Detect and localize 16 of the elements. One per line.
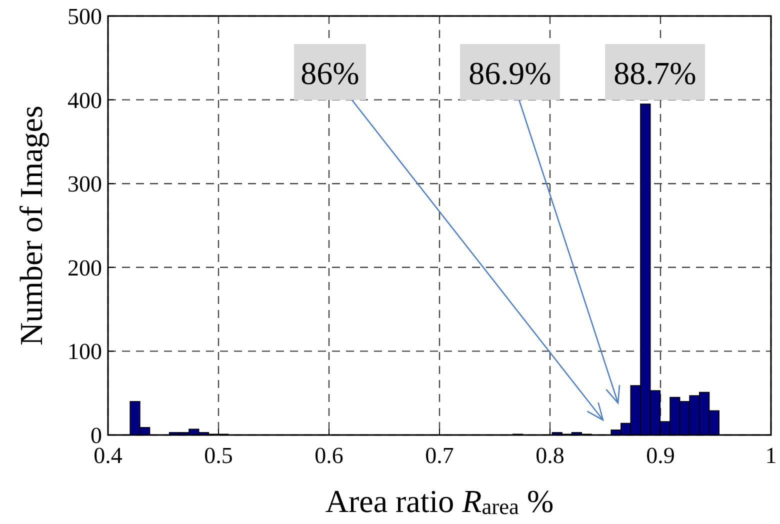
- y-tick-label: 200: [68, 255, 102, 280]
- y-tick-label: 400: [68, 88, 102, 113]
- x-tick-label: 0.7: [425, 443, 454, 468]
- annotation: 88.7%: [614, 55, 696, 91]
- x-tick-label: 0.5: [204, 443, 233, 468]
- x-axis-title: Area ratio R$_{area}$ %: [325, 483, 554, 520]
- annotation: 86.9%: [468, 55, 552, 91]
- y-tick-label: 100: [68, 339, 102, 364]
- x-tick-label: 0.6: [314, 443, 344, 468]
- annotation: 86%: [300, 55, 360, 91]
- x-tick-label: 1: [765, 443, 777, 468]
- x-tick-label: 0.9: [646, 443, 675, 468]
- x-tick-label: 0.8: [536, 443, 564, 468]
- y-tick-label: 500: [68, 4, 102, 29]
- y-tick-label: 300: [68, 172, 102, 197]
- y-axis-title: Number of Images: [13, 106, 49, 346]
